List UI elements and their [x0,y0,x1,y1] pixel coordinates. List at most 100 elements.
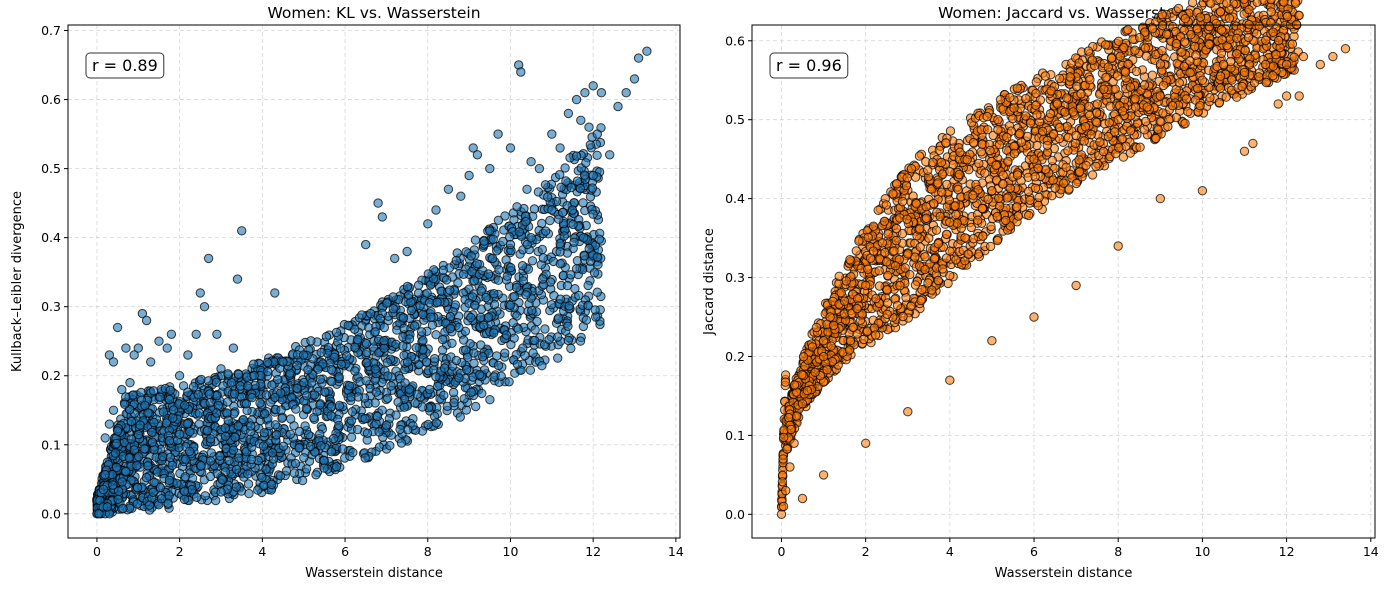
data-point [777,477,788,487]
data-point [220,423,230,433]
data-point [191,329,201,339]
data-point [422,288,432,298]
x-tick-label: 12 [585,544,601,559]
data-point [108,357,119,367]
data-point [352,334,363,345]
data-point [532,316,542,327]
data-point [592,129,602,139]
data-point [1034,192,1044,203]
data-point [303,365,313,375]
data-point [456,191,466,201]
data-point [1087,170,1098,180]
data-point [134,452,144,462]
data-point [206,448,217,458]
data-point [475,370,485,380]
data-point [881,200,891,210]
data-point [527,256,538,266]
data-point [454,373,464,383]
data-point [331,462,342,472]
data-point [533,187,544,197]
data-point [488,234,498,245]
y-tick-label: 0.2 [41,368,61,383]
data-point [1215,71,1226,81]
data-point [496,371,506,381]
data-point [553,332,563,342]
y-tick-label: 0.0 [725,507,745,522]
data-point [906,164,917,174]
data-point [587,183,598,193]
scatter-points [776,0,1351,519]
data-point [579,251,590,261]
data-point [574,290,584,301]
data-point [559,231,569,241]
data-point [449,398,459,408]
data-point [195,288,206,298]
data-point [146,357,156,367]
data-point [393,397,403,407]
data-point [164,475,175,485]
x-tick-label: 2 [862,544,870,559]
data-point [371,387,381,397]
data-point [1012,83,1022,93]
data-point [508,318,518,328]
x-tick-label: 12 [1279,544,1295,559]
data-point [892,300,903,311]
data-point [512,202,522,212]
data-point [179,494,190,505]
data-point [309,390,320,400]
data-point [316,347,326,358]
data-point [951,209,961,220]
data-point [117,477,127,487]
data-point [1047,155,1058,166]
data-point [241,399,252,409]
data-point [270,392,280,403]
data-point [592,287,602,297]
data-point [267,448,278,458]
data-point [1047,191,1057,201]
data-point [521,290,531,300]
data-point [416,327,427,337]
data-point [212,408,222,418]
data-point [149,417,159,428]
data-point [941,253,952,263]
data-point [1063,146,1073,156]
y-tick-label: 0.3 [41,299,61,314]
data-point [248,359,259,369]
x-axis-label: Wasserstein distance [995,566,1133,581]
x-tick-label: 10 [503,544,519,559]
data-point [493,275,504,285]
data-point [517,261,528,271]
data-point [481,292,491,303]
data-point [534,163,545,174]
data-point [530,335,540,346]
data-point [547,205,557,215]
data-point [216,487,226,497]
data-point [564,301,574,311]
data-point [360,414,370,424]
data-point [1030,183,1041,194]
data-point [521,216,531,227]
data-point [1139,125,1150,135]
data-point [285,429,296,439]
data-point [291,404,301,414]
data-point [174,371,185,381]
data-point [581,315,592,325]
data-point [200,491,210,501]
data-point [246,454,257,465]
data-point [476,340,486,350]
data-point [605,150,615,160]
data-point [485,226,495,236]
data-point [132,499,143,509]
data-point [399,323,409,333]
data-point [588,209,598,219]
y-tick-label: 0.2 [725,349,745,364]
data-point [299,377,309,388]
data-point [141,472,152,483]
data-point [592,252,602,262]
data-point [888,189,898,199]
data-point [583,280,593,291]
data-point [447,338,457,348]
data-point [590,305,600,315]
data-point [212,329,222,339]
data-point [471,401,481,412]
